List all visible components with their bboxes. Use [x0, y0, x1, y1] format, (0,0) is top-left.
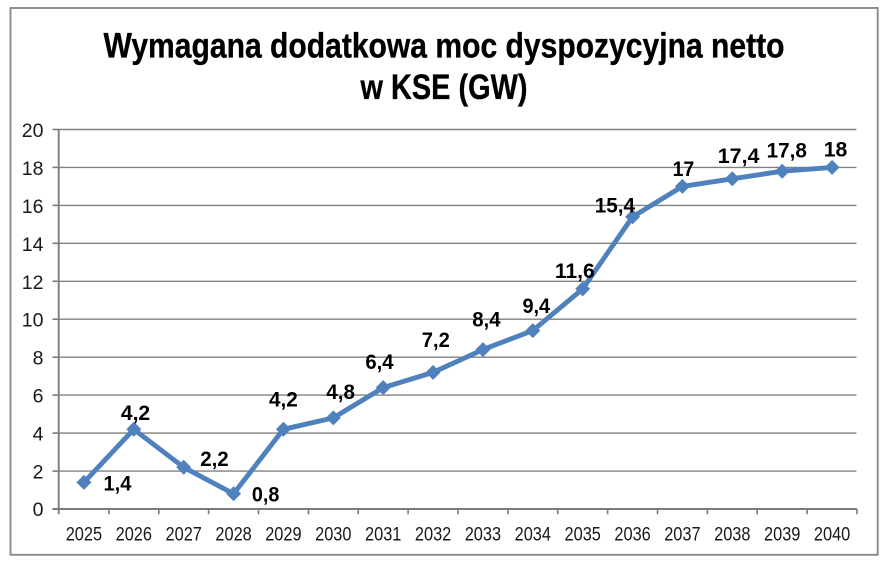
svg-text:4,8: 4,8: [326, 380, 355, 404]
svg-text:2026: 2026: [116, 523, 152, 545]
svg-text:2031: 2031: [365, 523, 401, 545]
svg-text:18: 18: [22, 158, 44, 180]
svg-text:2028: 2028: [215, 523, 251, 545]
svg-text:1,4: 1,4: [104, 472, 132, 496]
svg-text:17: 17: [673, 157, 695, 181]
svg-text:20: 20: [22, 120, 44, 142]
svg-text:0,8: 0,8: [252, 483, 280, 507]
svg-text:2039: 2039: [764, 523, 800, 545]
svg-text:4,2: 4,2: [121, 401, 150, 425]
svg-text:2027: 2027: [166, 523, 202, 545]
svg-text:12: 12: [22, 272, 44, 294]
svg-text:6,4: 6,4: [365, 350, 393, 374]
svg-text:2036: 2036: [614, 523, 650, 545]
svg-text:17,4: 17,4: [718, 144, 760, 168]
svg-text:2032: 2032: [415, 523, 451, 545]
svg-text:18: 18: [824, 138, 848, 162]
svg-text:16: 16: [22, 196, 44, 218]
svg-text:2038: 2038: [714, 523, 750, 545]
svg-text:2034: 2034: [515, 523, 552, 545]
svg-text:2033: 2033: [465, 523, 501, 545]
svg-text:w KSE (GW): w KSE (GW): [360, 67, 528, 107]
svg-text:14: 14: [22, 234, 44, 256]
svg-text:9,4: 9,4: [522, 294, 550, 318]
svg-text:8: 8: [33, 348, 44, 370]
svg-text:4: 4: [33, 424, 44, 446]
svg-text:0: 0: [33, 499, 44, 521]
svg-text:8,4: 8,4: [472, 308, 500, 332]
svg-text:10: 10: [22, 310, 44, 332]
svg-text:2037: 2037: [664, 523, 700, 545]
svg-text:2030: 2030: [315, 523, 352, 545]
svg-text:11,6: 11,6: [555, 259, 595, 283]
svg-text:2040: 2040: [814, 523, 851, 545]
svg-text:7,2: 7,2: [422, 328, 450, 352]
svg-text:2,2: 2,2: [200, 447, 229, 471]
svg-text:2029: 2029: [265, 523, 301, 545]
svg-text:2025: 2025: [66, 523, 103, 545]
svg-text:2: 2: [33, 462, 44, 484]
svg-text:6: 6: [33, 386, 44, 408]
svg-text:4,2: 4,2: [269, 388, 298, 412]
svg-text:Wymagana dodatkowa moc dyspozy: Wymagana dodatkowa moc dyspozycyjna nett…: [104, 26, 785, 66]
svg-text:17,8: 17,8: [767, 138, 807, 162]
svg-text:2035: 2035: [565, 523, 602, 545]
svg-text:15,4: 15,4: [595, 193, 635, 217]
